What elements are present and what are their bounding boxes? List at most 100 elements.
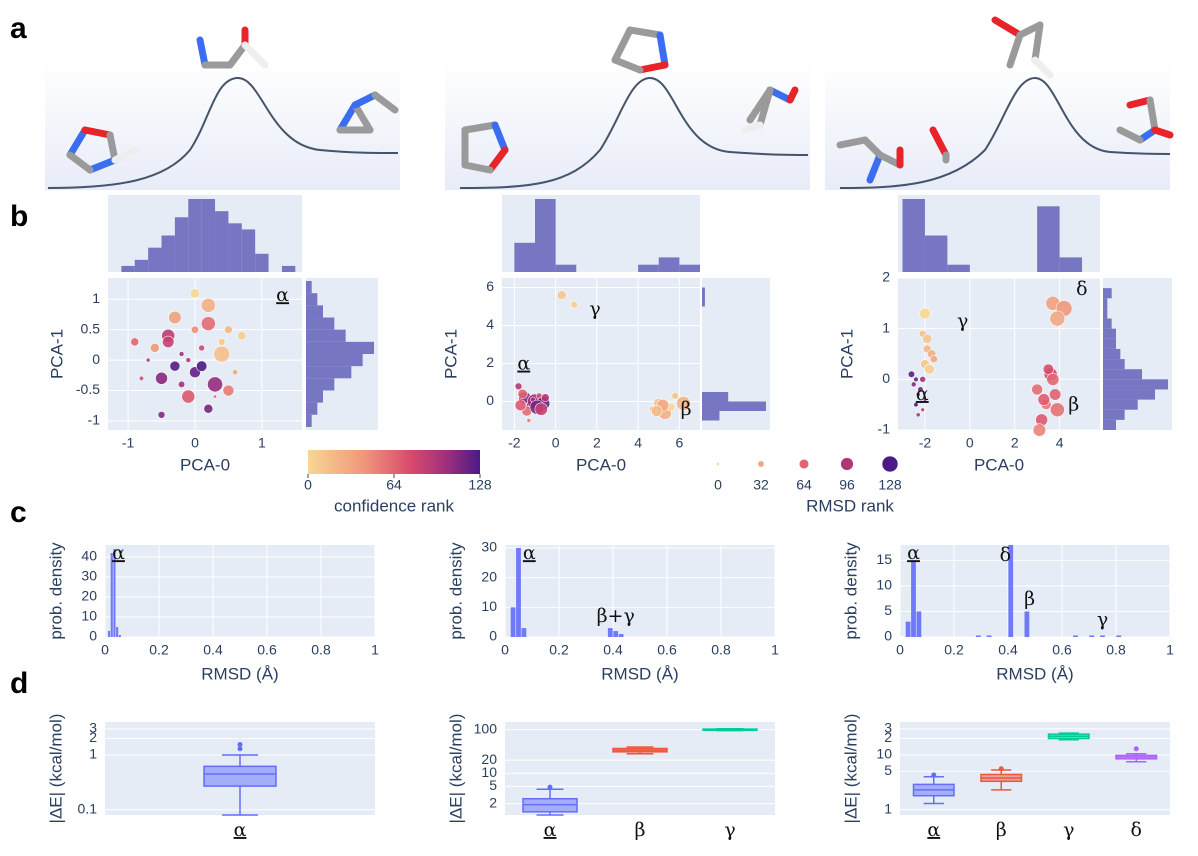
point bbox=[169, 360, 181, 372]
y-tick-label: -1 bbox=[878, 421, 891, 437]
point bbox=[1037, 393, 1051, 406]
x-tick-label: 0 bbox=[896, 642, 904, 658]
annotation: α bbox=[517, 353, 530, 375]
bond bbox=[491, 121, 509, 154]
hist-bar bbox=[521, 628, 527, 637]
x-tick-label: 1 bbox=[1166, 642, 1174, 658]
bond bbox=[196, 36, 209, 69]
hist-bar bbox=[215, 211, 229, 272]
size-legend-label: 64 bbox=[796, 477, 812, 493]
colorbar bbox=[308, 450, 480, 474]
colorbar-tick-label: 64 bbox=[386, 477, 402, 493]
hist-bar bbox=[1103, 298, 1108, 309]
hist-bar bbox=[1008, 545, 1014, 637]
panel-label: c bbox=[10, 496, 27, 529]
y-tick-label: 100 bbox=[474, 720, 498, 736]
outlier bbox=[1133, 746, 1139, 752]
y-axis-label: PCA-1 bbox=[47, 329, 66, 379]
point bbox=[200, 316, 216, 331]
point bbox=[178, 351, 185, 357]
hist-bar bbox=[1103, 419, 1116, 430]
bond bbox=[1031, 21, 1044, 64]
point bbox=[526, 418, 532, 423]
x-tick-label: 0.8 bbox=[1106, 642, 1126, 658]
y-axis-label: |ΔE| (kcal/mol) bbox=[446, 714, 465, 824]
point bbox=[1042, 363, 1054, 375]
hist-bar bbox=[947, 264, 970, 272]
point bbox=[907, 370, 916, 378]
hist-bar bbox=[306, 305, 323, 318]
size-legend-title: RMSD rank bbox=[806, 496, 894, 515]
point bbox=[913, 402, 919, 408]
x-tick-label: 0.2 bbox=[944, 642, 964, 658]
hist-bar bbox=[618, 634, 624, 637]
hist-bar bbox=[911, 560, 916, 637]
annotation: γ bbox=[1097, 608, 1108, 630]
bond bbox=[766, 86, 794, 104]
x-tick-label: 0.4 bbox=[203, 642, 223, 658]
molecules bbox=[66, 16, 1174, 184]
point bbox=[910, 381, 917, 388]
reaction-profiles bbox=[45, 60, 1171, 190]
bond bbox=[66, 151, 94, 174]
y-tick-label: 0 bbox=[92, 351, 100, 367]
point bbox=[224, 325, 233, 335]
point bbox=[514, 382, 523, 391]
y-tick-label: 0 bbox=[884, 628, 892, 644]
x-axis-label: PCA-0 bbox=[180, 455, 230, 474]
hist-bar bbox=[607, 628, 613, 637]
annotation: β+γ bbox=[597, 605, 635, 627]
hist-bar bbox=[1103, 288, 1112, 299]
y-axis-label: PCA-1 bbox=[837, 329, 856, 379]
hist-bar bbox=[148, 247, 162, 272]
hist-bar bbox=[110, 553, 113, 637]
hist-bar bbox=[228, 223, 242, 272]
bond bbox=[636, 61, 669, 74]
x-tick-label: 2 bbox=[1011, 435, 1019, 451]
outlier bbox=[237, 742, 243, 748]
hist-bar bbox=[658, 257, 680, 272]
annotation: α bbox=[523, 542, 536, 564]
point bbox=[222, 384, 235, 397]
hist-bar bbox=[613, 631, 619, 637]
hist-bar bbox=[905, 621, 911, 637]
point bbox=[676, 396, 691, 411]
point bbox=[162, 335, 175, 348]
x-tick-label: 0.4 bbox=[603, 642, 623, 658]
y-tick-label: 0 bbox=[89, 628, 97, 644]
bond bbox=[611, 26, 634, 64]
point bbox=[922, 397, 927, 402]
point bbox=[556, 290, 567, 300]
hist-bar bbox=[638, 264, 659, 272]
point bbox=[1031, 383, 1044, 396]
bond bbox=[461, 121, 499, 134]
y-tick-label: 2 bbox=[884, 729, 892, 745]
size-legend-label: 96 bbox=[839, 477, 855, 493]
point bbox=[517, 388, 528, 400]
hist-bar bbox=[1103, 389, 1155, 400]
bond bbox=[81, 126, 114, 139]
x-axis-label: PCA-0 bbox=[576, 455, 626, 474]
point bbox=[1046, 372, 1060, 386]
y-axis-label: prob. density bbox=[446, 542, 465, 640]
hist-bar bbox=[255, 253, 269, 272]
bond bbox=[241, 41, 269, 69]
hist-bar bbox=[555, 264, 577, 272]
x-tick-label: 0 bbox=[191, 435, 199, 451]
bond bbox=[111, 146, 139, 164]
hist-bar bbox=[679, 264, 700, 272]
x-tick-label: γ bbox=[724, 819, 735, 841]
hist-bar bbox=[1059, 257, 1083, 272]
y-tick-label: 2 bbox=[489, 794, 497, 810]
bond bbox=[836, 136, 869, 149]
x-tick-label: 0.8 bbox=[711, 642, 731, 658]
hist-bar bbox=[975, 635, 981, 637]
point bbox=[1049, 310, 1066, 327]
bond bbox=[991, 16, 1024, 39]
y-tick-label: 2 bbox=[882, 269, 890, 285]
y-axis-label: |ΔE| (kcal/mol) bbox=[46, 714, 65, 824]
size-legend-label: 32 bbox=[753, 477, 769, 493]
y-tick-label: 10 bbox=[876, 746, 892, 762]
outlier bbox=[931, 772, 937, 778]
